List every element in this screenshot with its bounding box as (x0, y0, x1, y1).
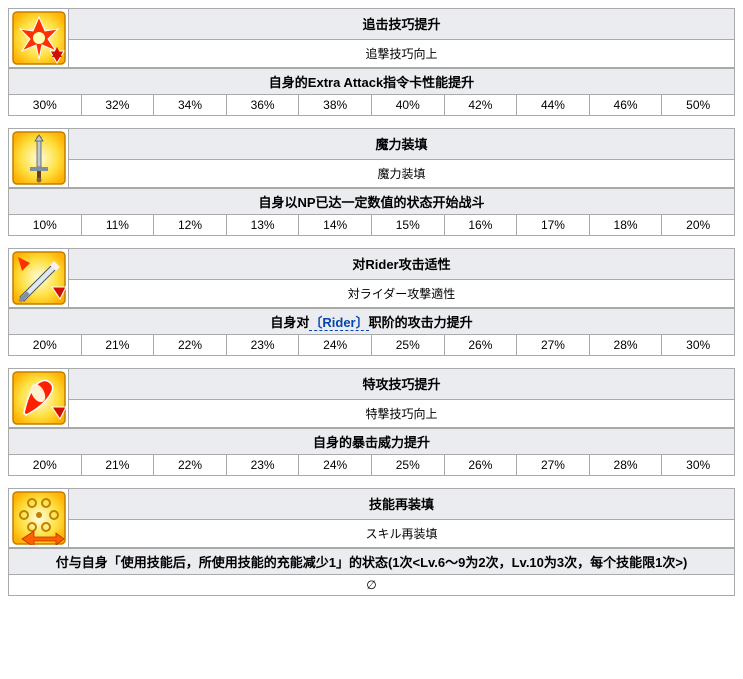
skill-value: 23% (226, 455, 299, 476)
skill-icon-cell[interactable] (9, 249, 69, 308)
skill-value: 23% (226, 335, 299, 356)
skill-table: 技能再装填スキル再装填 (8, 488, 735, 548)
skill-effect-text: 自身的暴击威力提升 (9, 429, 735, 455)
skill-value: 17% (517, 215, 590, 236)
skill-value: 30% (9, 95, 82, 116)
skill-effect-text: 自身对〔Rider〕职阶的攻击力提升 (9, 309, 735, 335)
skill-value: 22% (154, 455, 227, 476)
effect-prefix: 自身对 (270, 315, 309, 330)
skill-effect-table: 自身的暴击威力提升20%21%22%23%24%25%26%27%28%30% (8, 428, 735, 476)
skill-table: 追击技巧提升追撃技巧向上 (8, 8, 735, 68)
skill-value: 32% (81, 95, 154, 116)
skill-value: 16% (444, 215, 517, 236)
skill-icon-cell[interactable] (9, 9, 69, 68)
skill-value: 46% (589, 95, 662, 116)
skill-value: 10% (9, 215, 82, 236)
skill-value: 14% (299, 215, 372, 236)
skill-icon-cell[interactable] (9, 369, 69, 428)
skill-block: 特攻技巧提升特撃技巧向上自身的暴击威力提升20%21%22%23%24%25%2… (8, 368, 735, 476)
skill-effect-text: 自身的Extra Attack指令卡性能提升 (9, 69, 735, 95)
skill-value: 44% (517, 95, 590, 116)
skill-value: 24% (299, 455, 372, 476)
skill-value: 50% (662, 95, 735, 116)
skill-value: 20% (9, 455, 82, 476)
skill-value: 12% (154, 215, 227, 236)
skill-icon-cell[interactable] (9, 129, 69, 188)
skill-effect-text: 付与自身「使用技能后，所使用技能的充能减少1」的状态(1次<Lv.6～9为2次，… (9, 549, 735, 575)
skill-value: 26% (444, 455, 517, 476)
skill-values-row: 20%21%22%23%24%25%26%27%28%30% (9, 455, 735, 476)
skill-icon-cell[interactable] (9, 489, 69, 548)
skill-value: 28% (589, 335, 662, 356)
skill-value: 38% (299, 95, 372, 116)
skill-table: 对Rider攻击适性対ライダー攻撃適性 (8, 248, 735, 308)
skill-block: 追击技巧提升追撃技巧向上自身的Extra Attack指令卡性能提升30%32%… (8, 8, 735, 116)
skill-value: 30% (662, 455, 735, 476)
skill-value: 22% (154, 335, 227, 356)
skill-value: 20% (662, 215, 735, 236)
skill-title-cn: 对Rider攻击适性 (69, 249, 735, 280)
skill-title-jp: スキル再装填 (69, 519, 735, 547)
skill-table: 特攻技巧提升特撃技巧向上 (8, 368, 735, 428)
skill-value: 27% (517, 335, 590, 356)
skill-effect-table: 自身对〔Rider〕职阶的攻击力提升20%21%22%23%24%25%26%2… (8, 308, 735, 356)
effect-suffix: 职阶的攻击力提升 (369, 315, 473, 330)
skill-values-row: 30%32%34%36%38%40%42%44%46%50% (9, 95, 735, 116)
skill-values-row: 20%21%22%23%24%25%26%27%28%30% (9, 335, 735, 356)
skill-block: 对Rider攻击适性対ライダー攻撃適性自身对〔Rider〕职阶的攻击力提升20%… (8, 248, 735, 356)
skill-value: 26% (444, 335, 517, 356)
skill-value: 30% (662, 335, 735, 356)
skill-values-row: ∅ (9, 575, 735, 596)
skill-effect-text: 自身以NP已达一定数值的状态开始战斗 (9, 189, 735, 215)
skill-value: 36% (226, 95, 299, 116)
skill-value: 34% (154, 95, 227, 116)
skill-value: 21% (81, 335, 154, 356)
skill-value: 24% (299, 335, 372, 356)
skill-value: 27% (517, 455, 590, 476)
skill-table: 魔力装填魔力装填 (8, 128, 735, 188)
skill-title-cn: 特攻技巧提升 (69, 369, 735, 400)
skill-value: 15% (371, 215, 444, 236)
skill-value: ∅ (9, 575, 735, 596)
skill-block: 技能再装填スキル再装填付与自身「使用技能后，所使用技能的充能减少1」的状态(1次… (8, 488, 735, 596)
skill-title-jp: 追撃技巧向上 (69, 39, 735, 67)
skill-value: 11% (81, 215, 154, 236)
skill-value: 20% (9, 335, 82, 356)
skill-value: 40% (371, 95, 444, 116)
skill-title-jp: 魔力装填 (69, 159, 735, 187)
skill-effect-table: 付与自身「使用技能后，所使用技能的充能减少1」的状态(1次<Lv.6～9为2次，… (8, 548, 735, 596)
skill-value: 25% (371, 455, 444, 476)
skill-value: 25% (371, 335, 444, 356)
skill-value: 28% (589, 455, 662, 476)
skill-value: 42% (444, 95, 517, 116)
skill-value: 13% (226, 215, 299, 236)
skill-effect-table: 自身的Extra Attack指令卡性能提升30%32%34%36%38%40%… (8, 68, 735, 116)
effect-link[interactable]: 〔Rider〕 (309, 315, 368, 331)
skill-title-jp: 対ライダー攻撃適性 (69, 279, 735, 307)
skill-block: 魔力装填魔力装填自身以NP已达一定数值的状态开始战斗10%11%12%13%14… (8, 128, 735, 236)
skill-title-cn: 追击技巧提升 (69, 9, 735, 40)
skill-effect-table: 自身以NP已达一定数值的状态开始战斗10%11%12%13%14%15%16%1… (8, 188, 735, 236)
skill-values-row: 10%11%12%13%14%15%16%17%18%20% (9, 215, 735, 236)
skill-value: 21% (81, 455, 154, 476)
skill-value: 18% (589, 215, 662, 236)
skill-title-cn: 魔力装填 (69, 129, 735, 160)
skill-title-jp: 特撃技巧向上 (69, 399, 735, 427)
skill-title-cn: 技能再装填 (69, 489, 735, 520)
